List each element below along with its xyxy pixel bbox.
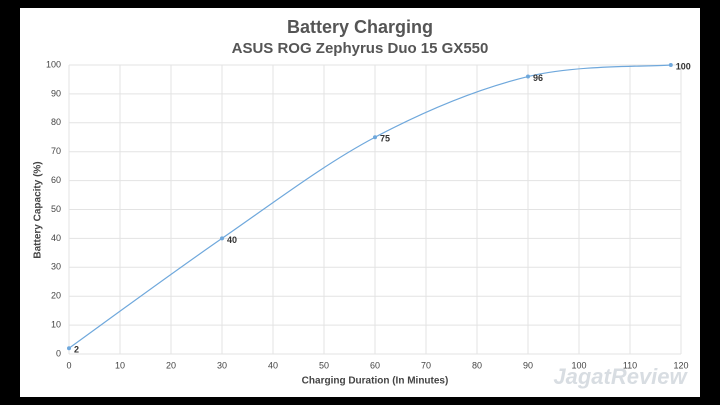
data-label: 2 — [74, 345, 79, 355]
y-tick-label: 10 — [51, 319, 61, 329]
y-tick-label: 70 — [51, 146, 61, 156]
data-point — [526, 74, 530, 79]
y-tick-label: 20 — [51, 291, 61, 301]
x-tick-label: 50 — [319, 360, 329, 370]
y-tick-label: 0 — [56, 348, 61, 358]
x-tick-label: 90 — [523, 360, 533, 370]
data-label: 75 — [380, 134, 390, 144]
data-point — [220, 236, 224, 241]
y-tick-label: 90 — [51, 88, 61, 98]
data-label: 40 — [227, 235, 237, 245]
y-tick-label: 30 — [51, 262, 61, 272]
x-tick-label: 10 — [115, 360, 125, 370]
data-point — [373, 135, 377, 140]
data-label: 100 — [676, 61, 691, 71]
x-tick-label: 70 — [421, 360, 431, 370]
x-tick-label: 80 — [472, 360, 482, 370]
y-tick-label: 60 — [51, 175, 61, 185]
x-tick-label: 100 — [571, 360, 586, 370]
x-tick-label: 40 — [268, 360, 278, 370]
chart-title: Battery Charging — [287, 17, 433, 37]
x-tick-label: 20 — [166, 360, 176, 370]
data-label: 96 — [533, 73, 543, 83]
x-tick-label: 0 — [66, 360, 71, 370]
data-point — [67, 346, 71, 351]
y-tick-label: 40 — [51, 233, 61, 243]
y-tick-label: 50 — [51, 204, 61, 214]
watermark: JagatReview — [553, 364, 688, 389]
x-axis-label: Charging Duration (In Minutes) — [302, 376, 449, 387]
chart-background — [20, 8, 700, 397]
y-tick-label: 80 — [51, 117, 61, 127]
y-axis-label: Battery Capacity (%) — [33, 161, 44, 258]
chart-subtitle: ASUS ROG Zephyrus Duo 15 GX550 — [232, 40, 489, 57]
x-tick-label: 110 — [623, 360, 637, 370]
x-tick-label: 30 — [217, 360, 227, 370]
y-tick-label: 100 — [46, 59, 61, 69]
x-tick-label: 60 — [370, 360, 380, 370]
x-tick-label: 120 — [673, 360, 688, 370]
data-point — [668, 63, 673, 67]
